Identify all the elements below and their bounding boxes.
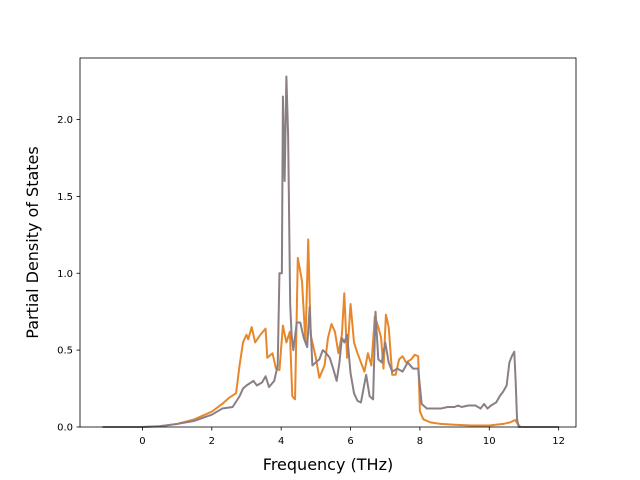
x-tick-label: 10: [483, 436, 496, 447]
x-axis-ticks: 0 2 4 6 8 10 12: [139, 427, 565, 447]
plot-frame: [79, 57, 577, 428]
y-tick-label: 1.0: [57, 269, 73, 280]
y-axis-ticks: 0.0 0.5 1.0 1.5 2.0: [57, 115, 80, 434]
y-tick-label: 0.5: [57, 346, 73, 357]
y-axis-label: Partial Density of States: [23, 146, 42, 338]
x-tick-label: 0: [139, 436, 145, 447]
x-tick-label: 2: [209, 436, 215, 447]
x-tick-label: 6: [347, 436, 353, 447]
series-line-2: [102, 75, 559, 428]
x-tick-label: 4: [278, 436, 284, 447]
series-line-1: [102, 238, 559, 428]
x-tick-label: 12: [552, 436, 565, 447]
y-tick-label: 2.0: [57, 115, 73, 126]
series-layer: [102, 75, 559, 428]
y-tick-label: 1.5: [57, 192, 73, 203]
x-axis-label: Frequency (THz): [263, 455, 393, 474]
y-tick-label: 0.0: [57, 423, 73, 434]
x-tick-label: 8: [417, 436, 423, 447]
